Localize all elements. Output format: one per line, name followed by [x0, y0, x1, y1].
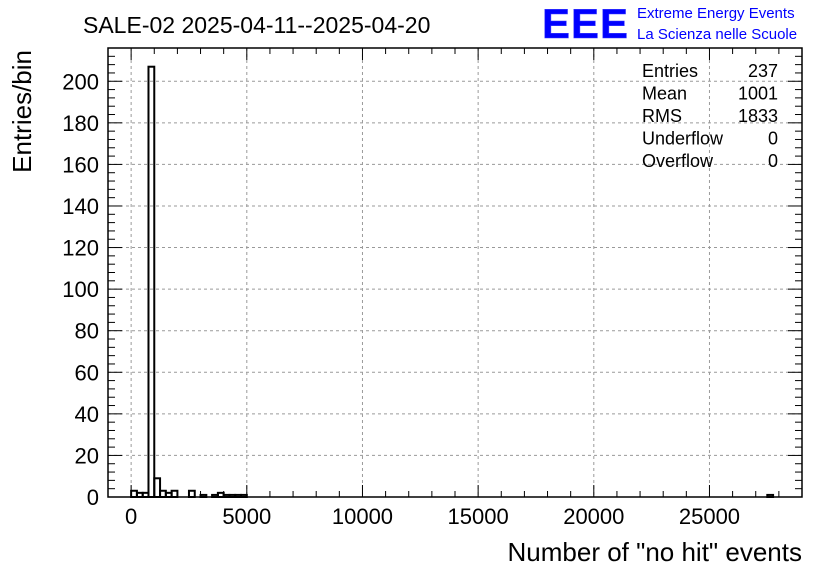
axes [107, 47, 803, 498]
stats-box: Entries 237 Mean 1001 RMS 1833 Underflow 0 Overf… [642, 61, 778, 171]
stats-label: RMS [642, 106, 682, 126]
y-tick-label: 200 [62, 69, 99, 94]
stats-label: Mean [642, 84, 687, 104]
y-tick-label: 100 [62, 277, 99, 302]
y-tick-label: 40 [75, 402, 99, 427]
y-tick-label: 180 [62, 111, 99, 136]
logo-line-2: La Scienza nelle Scuole [637, 26, 797, 43]
stats-value: 1833 [738, 106, 778, 126]
eee-logo: EEE Extreme Energy Events La Scienza nel… [542, 0, 797, 47]
y-tick-label: 0 [87, 485, 99, 510]
tick-labels: 0 5000 10000 15000 20000 25000 0 20 40 60 80 100 120… [62, 69, 740, 529]
logo-line-1: Extreme Energy Events [637, 5, 795, 22]
x-tick-label: 10000 [332, 504, 393, 529]
stats-label: Underflow [642, 129, 724, 149]
y-tick-label: 140 [62, 194, 99, 219]
histogram-bar [187, 489, 196, 498]
y-axis-label: Entries/bin [7, 50, 37, 173]
x-tick-label: 15000 [448, 504, 509, 529]
eee-logo-mark: EEE [542, 0, 629, 47]
stats-value: 237 [748, 61, 778, 81]
stats-value: 1001 [738, 84, 778, 104]
y-tick-label: 160 [62, 152, 99, 177]
x-tick-label: 20000 [563, 504, 624, 529]
histogram-bar [170, 489, 179, 498]
stats-label: Entries [642, 61, 698, 81]
grid-lines [108, 48, 802, 497]
chart-title: SALE-02 2025-04-11--2025-04-20 [83, 12, 430, 38]
y-tick-label: 20 [75, 443, 99, 468]
x-axis-label: Number of "no hit" events [508, 537, 803, 567]
x-tick-label: 25000 [679, 504, 740, 529]
x-tick-label: 5000 [222, 504, 271, 529]
x-tick-label: 0 [125, 504, 137, 529]
stats-value: 0 [768, 129, 778, 149]
plot-frame [107, 47, 803, 498]
y-tick-label: 120 [62, 236, 99, 261]
stats-label: Overflow [642, 151, 714, 171]
tick-marks [107, 47, 803, 498]
y-tick-label: 60 [75, 360, 99, 385]
histogram-bar [147, 65, 156, 498]
y-tick-label: 80 [75, 319, 99, 344]
stats-value: 0 [768, 151, 778, 171]
